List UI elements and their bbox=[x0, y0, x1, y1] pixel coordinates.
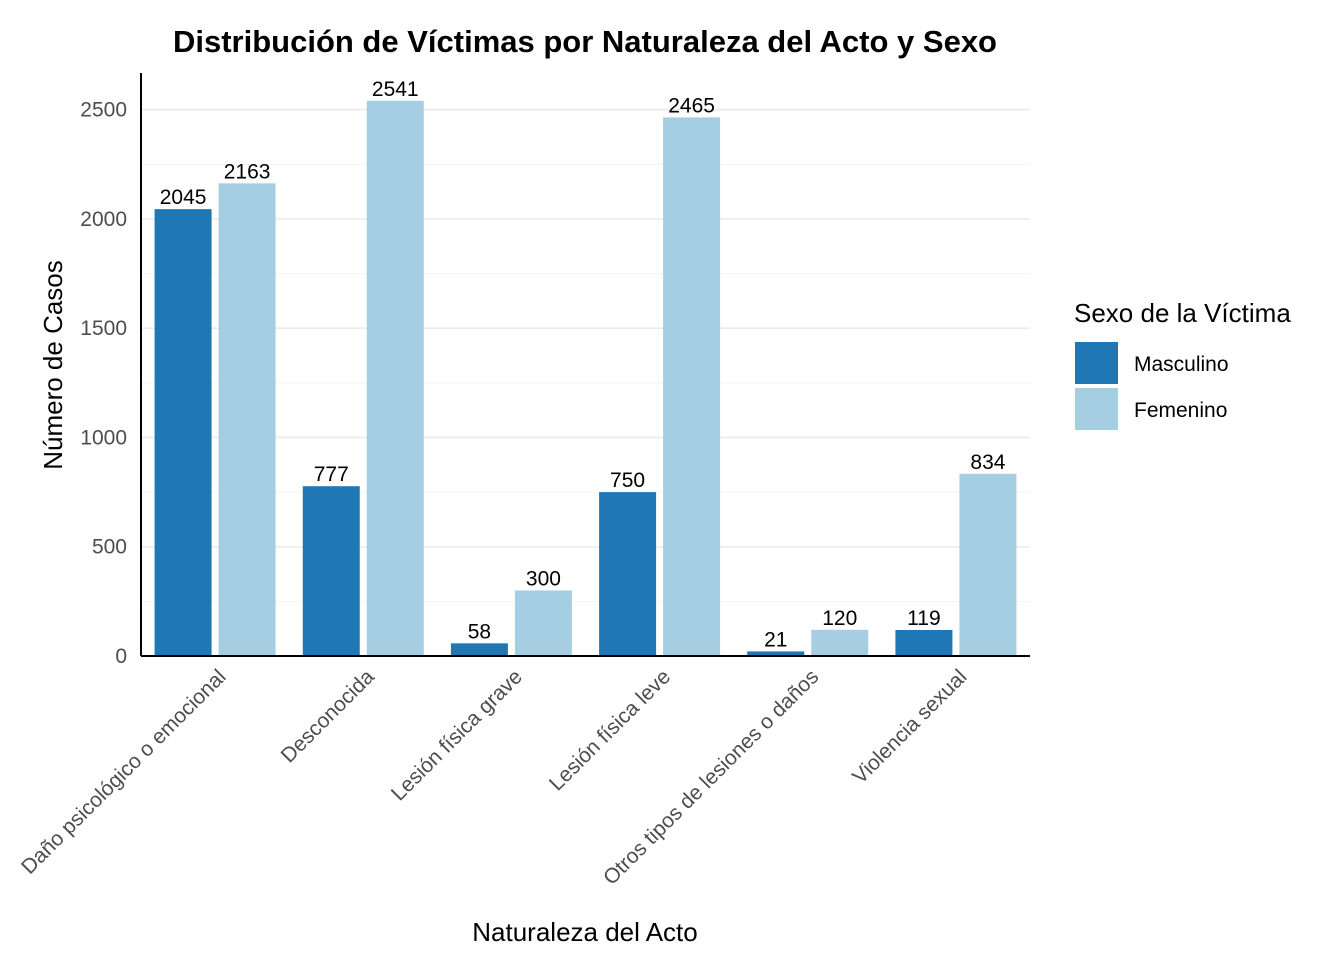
data-label-femenino-4: 2465 bbox=[668, 94, 715, 117]
data-label-femenino-3: 300 bbox=[526, 567, 561, 590]
chart-title: Distribución de Víctimas por Naturaleza … bbox=[173, 24, 997, 59]
data-label-masculino-2: 777 bbox=[314, 463, 349, 486]
y-tick-label: 0 bbox=[115, 645, 127, 668]
y-tick-label: 2500 bbox=[80, 99, 127, 122]
legend-title: Sexo de la Víctima bbox=[1074, 298, 1291, 328]
x-tick-label: Violencia sexual bbox=[848, 665, 971, 788]
bar-femenino-6 bbox=[959, 473, 1017, 656]
data-label-femenino-5: 120 bbox=[822, 607, 857, 630]
x-axis-ticks: Daño psicológico o emocional Desconocida L… bbox=[17, 665, 971, 890]
bar-femenino-5 bbox=[811, 629, 869, 656]
y-axis-title: Número de Casos bbox=[38, 260, 68, 470]
y-tick-label: 2000 bbox=[80, 208, 127, 231]
legend-label-femenino: Femenino bbox=[1134, 399, 1227, 422]
data-label-masculino-3: 58 bbox=[468, 620, 491, 643]
bar-masculino-4 bbox=[599, 492, 657, 656]
data-label-masculino-5: 21 bbox=[764, 628, 787, 651]
x-tick-label: Daño psicológico o emocional bbox=[17, 665, 231, 879]
bar-masculino-6 bbox=[895, 629, 953, 656]
bar-femenino-3 bbox=[514, 590, 572, 656]
bar-femenino-4 bbox=[663, 117, 721, 656]
bar-masculino-3 bbox=[450, 643, 508, 656]
y-tick-label: 1500 bbox=[80, 317, 127, 340]
data-label-femenino-2: 2541 bbox=[372, 78, 419, 101]
legend-label-masculino: Masculino bbox=[1134, 353, 1229, 376]
y-tick-label: 500 bbox=[92, 536, 127, 559]
x-tick-label: Lesión física grave bbox=[387, 665, 527, 805]
x-axis-title: Naturaleza del Acto bbox=[472, 917, 697, 947]
bar-femenino-2 bbox=[366, 100, 424, 656]
data-label-femenino-1: 2163 bbox=[224, 160, 271, 183]
bar-femenino-1 bbox=[218, 183, 276, 656]
data-label-masculino-6: 119 bbox=[907, 607, 940, 630]
x-tick-label: Desconocida bbox=[277, 665, 379, 767]
legend-swatch-femenino bbox=[1075, 388, 1118, 430]
data-label-masculino-1: 2045 bbox=[160, 186, 207, 209]
legend-swatch-masculino bbox=[1075, 342, 1118, 384]
legend: Sexo de la Víctima Masculino Femenino bbox=[1074, 298, 1291, 430]
bar-masculino-1 bbox=[154, 209, 212, 656]
data-label-femenino-6: 834 bbox=[970, 451, 1005, 474]
bars bbox=[154, 100, 1017, 656]
data-labels: 2045 2163 777 2541 58 300 750 2465 21 120 119 834 bbox=[160, 78, 1006, 652]
bar-masculino-2 bbox=[302, 486, 360, 656]
y-axis-ticks: 0 500 1000 1500 2000 2500 bbox=[80, 99, 127, 668]
data-label-masculino-4: 750 bbox=[610, 469, 645, 492]
gridlines bbox=[141, 108, 1030, 657]
x-tick-label: Lesión física leve bbox=[545, 665, 675, 795]
y-tick-label: 1000 bbox=[80, 426, 127, 449]
bar-masculino-5 bbox=[747, 651, 805, 656]
